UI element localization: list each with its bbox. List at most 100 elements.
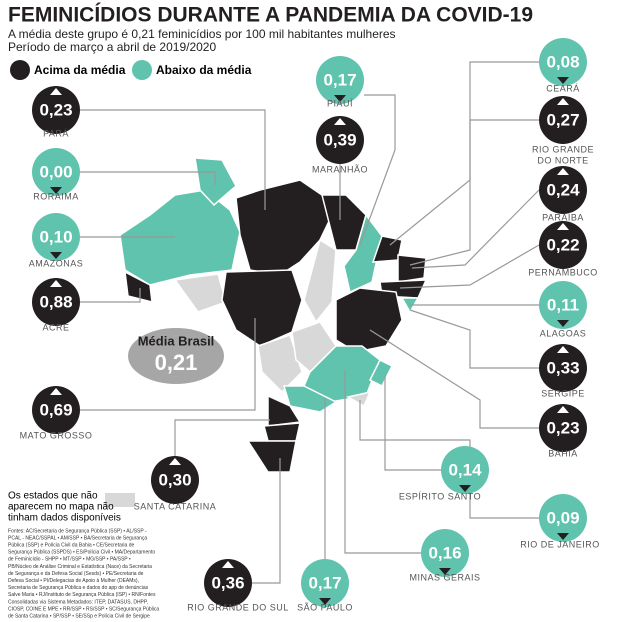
state-badges: 0,23PARÁ0,00RORAIMA0,10AMAZONAS0,88ACRE0…: [20, 38, 600, 612]
state-name: CEARÁ: [546, 83, 580, 93]
legend-label: Acima da média: [34, 63, 126, 77]
state-circle: [539, 344, 587, 392]
leader-line: [344, 370, 421, 554]
state-value: 0,17: [323, 70, 356, 89]
leader-line: [399, 244, 540, 289]
state-value: 0,09: [546, 508, 579, 527]
source-line: de Feminicídio - SHPP • MT/SSP • MG/SSP …: [8, 557, 131, 563]
state-name: SERGIPE: [541, 388, 585, 398]
state-value: 0,17: [308, 573, 341, 592]
above-marker: [557, 406, 569, 413]
source-line: Salve Maria • RJ/Instituto de Segurança …: [8, 592, 156, 598]
legend-label: Abaixo da média: [156, 63, 252, 77]
state-name: ALAGOAS: [540, 328, 587, 338]
state-circle: [32, 278, 80, 326]
national-value: 0,21: [155, 350, 198, 375]
state-circle: [441, 446, 489, 494]
source-line: Secretaria de Segurança Pública e dados …: [8, 585, 149, 591]
state-name: AMAZONAS: [29, 258, 84, 268]
state-badge: 0,11 ALAGOAS: [539, 281, 587, 338]
state-name: ESPÍRITO SANTO: [399, 491, 481, 501]
state-badge: 0,23 BAHIA: [539, 404, 587, 458]
state-badge: 0,08 CEARÁ: [539, 38, 587, 93]
below-marker: [319, 598, 331, 605]
state-badge: 0,24 PARAÍBA: [539, 166, 587, 222]
state-badge: 0,14 ESPÍRITO SANTO: [399, 446, 489, 501]
source-line: Pública (SSP) e Polícia Civil da Bahia •…: [8, 543, 134, 549]
leader-line: [411, 189, 540, 269]
state-circle: [539, 166, 587, 214]
below-marker: [557, 77, 569, 84]
leader-line: [80, 288, 141, 303]
state-name: PARÁ: [43, 128, 69, 138]
leader-line: [80, 171, 216, 185]
leader-line: [80, 318, 256, 411]
state-name: PIAUÍ: [327, 98, 353, 108]
leader-line: [252, 458, 281, 584]
national-label: Média Brasil: [138, 333, 215, 348]
state-circle: [204, 559, 252, 607]
below-marker: [50, 187, 62, 194]
source-line: PCAL - NEAC/SSPAL • AM/SSP • BA/Secretar…: [8, 535, 147, 541]
note-swatch: [105, 493, 135, 507]
state-badge: 0,09 RIO DE JANEIRO: [520, 494, 600, 549]
leader-line: [409, 119, 539, 266]
state-value: 0,00: [39, 162, 72, 181]
state-circle: [539, 281, 587, 329]
leader-line: [359, 94, 396, 246]
below-marker: [50, 252, 62, 259]
state-badge: 0,30 SANTA CATARINA: [134, 456, 217, 511]
state-value: 0,88: [39, 292, 72, 311]
state-value: 0,39: [323, 130, 356, 149]
below-marker: [439, 568, 451, 575]
leader-line: [409, 309, 539, 369]
state-value: 0,14: [448, 460, 482, 479]
source-line: de Segurança e da Defesa Social (Sesds) …: [8, 571, 144, 577]
state-badge: 0,88 ACRE: [32, 278, 80, 332]
state-value: 0,23: [546, 418, 579, 437]
above-marker: [169, 458, 181, 465]
above-marker: [557, 98, 569, 105]
title: FEMINICÍDIOS DURANTE A PANDEMIA DA COVID…: [8, 4, 533, 27]
brazil-map: [119, 157, 428, 473]
state-circle: [316, 56, 364, 104]
state-name: SÃO PAULO: [297, 602, 353, 612]
state-name: BAHIA: [548, 448, 578, 458]
state-value: 0,33: [546, 358, 579, 377]
source-line: Defesa Social • PI/Delegacias de Apoio à…: [8, 578, 139, 584]
state-name: ACRE: [42, 322, 69, 332]
subtitle: Período de março a abril de 2019/2020: [8, 40, 216, 54]
state-circle: [539, 221, 587, 269]
note-line: aparecem no mapa não: [8, 502, 114, 513]
state-value: 0,10: [39, 227, 72, 246]
state-name: MARANHÃO: [312, 164, 368, 174]
state-value: 0,36: [211, 573, 244, 592]
source-line: de Santa Catarina • SP/SSP • SE/SSp e Po…: [8, 614, 150, 620]
state-badge: 0,16 MINAS GERAIS: [409, 529, 480, 582]
above-marker: [50, 388, 62, 395]
national-badge: [128, 328, 224, 384]
state-circle: [32, 86, 80, 134]
state-badge: 0,17 PIAUÍ: [316, 56, 364, 108]
state-badge: 0,39 MARANHÃO: [312, 116, 368, 174]
state-name: RIO DE JANEIRO: [520, 539, 600, 549]
source-line: Segurança Pública (SSPDS) • ES/Polícia C…: [8, 550, 155, 556]
above-marker: [557, 168, 569, 175]
state-circle: [32, 213, 80, 261]
state-name: DO NORTE: [537, 155, 588, 165]
state-name: SANTA CATARINA: [134, 501, 217, 511]
leader-line: [384, 375, 441, 471]
legend-icon: [10, 60, 30, 80]
leader-line: [80, 109, 266, 210]
above-marker: [222, 561, 234, 568]
subtitle: A média deste grupo é 0,21 feminicídios …: [8, 27, 396, 41]
state-circle: [539, 38, 587, 86]
above-marker: [557, 223, 569, 230]
state-value: 0,27: [546, 110, 579, 129]
state-name: PARAÍBA: [542, 212, 584, 222]
state-circle: [32, 148, 80, 196]
state-circle: [151, 456, 199, 504]
